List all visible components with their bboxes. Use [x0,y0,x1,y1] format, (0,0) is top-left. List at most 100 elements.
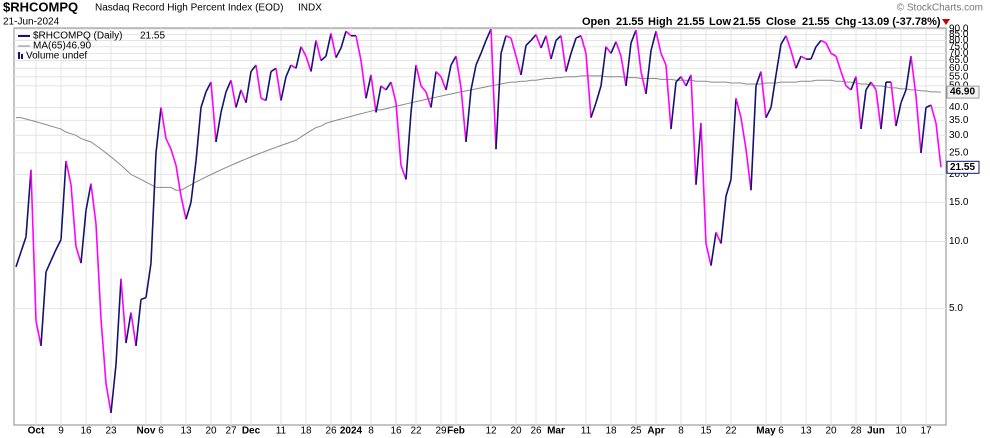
y-tick-label: 40.0 [949,102,969,113]
price-segment [95,223,102,319]
price-segment [120,278,127,344]
price-segment [250,64,257,73]
price-segment [325,33,332,57]
price-segment [810,46,817,60]
price-segment [460,87,467,143]
x-tick-label: 8 [678,426,684,437]
price-segment [815,39,822,48]
price-segment [470,64,477,91]
y-tick-label: 35.0 [949,115,969,126]
x-tick-label: 12 [485,426,497,437]
price-segment [345,30,352,37]
x-tick-label: 20 [825,426,837,437]
price-segment [620,56,627,87]
close: 21.55 [802,16,830,28]
x-tick-label: 13 [800,426,812,437]
y-tick-label: 10.0 [949,236,969,247]
price-segment [880,82,887,130]
price-segment [905,56,912,90]
legend-swatch [18,52,20,59]
price-segment [840,71,847,87]
price-segment [630,29,637,44]
price-segment [155,107,162,154]
x-tick-label: 28 [850,426,862,437]
price-segment [70,184,77,247]
price-segment [360,60,367,99]
y-tick-label: 60.0 [949,63,969,74]
x-tick-label: May [756,426,776,437]
legend-label: MA(65) [33,41,66,52]
end-label-box [946,160,980,174]
copyright: © StockCharts.com [897,3,983,14]
end-label: 21.55 [950,162,975,173]
open-label: Open [582,16,610,28]
price-segment [20,236,27,252]
price-segment [705,243,712,266]
y-tick-label: 5.0 [949,303,963,314]
x-tick-label: Feb [447,426,465,437]
quote: Open 21.55 High 21.55 Low 21.55 Close 21… [582,16,950,28]
price-segment [890,82,897,127]
x-tick-label: Oct [28,426,45,437]
price-segment [575,35,582,39]
price-segment [175,165,182,197]
price-segment [455,56,462,88]
price-segment [775,44,782,76]
price-segment [365,74,372,99]
price-segment [260,97,267,102]
price-segment [340,31,347,49]
legend-value: 46.90 [66,41,91,52]
price-segment [90,183,97,225]
price-segment [165,138,172,150]
price-segment [650,31,657,51]
price-segment [515,55,522,76]
price-segment [540,35,547,49]
price-segment [520,45,527,76]
price-segment [205,81,212,93]
price-segment [760,71,767,118]
x-tick-label: 10 [895,426,907,437]
price-segment [425,91,432,108]
date: 21-Jun-2024 [3,17,60,28]
y-tick-label: 25.0 [949,148,969,159]
x-tick-label: 6 [778,426,784,437]
price-segment [660,53,667,66]
price-segment [900,89,907,104]
price-segment [790,50,797,69]
price-segment [655,31,662,54]
x-tick-label: 16 [390,426,402,437]
price-segment [755,71,762,87]
x-tick-label: Dec [242,426,261,437]
price-segment [385,81,392,91]
x-tick-label: 11 [276,426,287,437]
price-segment [610,41,617,54]
price-segment [570,37,577,54]
price-segment [670,82,677,130]
x-tick-label: 20 [510,426,522,437]
price-segment [910,56,917,97]
plot-frame [13,27,947,426]
price-segment [400,165,407,180]
price-segment [240,89,247,104]
price-segment [795,55,802,69]
price-segment [780,35,787,45]
x-tick-label: 16 [80,426,92,437]
legend-value: 21.55 [140,31,165,42]
price-segment [25,169,32,237]
price-segment [415,64,422,87]
price-segment [160,107,167,139]
y-tick-label: 90.0 [949,24,969,35]
price-segment [480,40,487,54]
y-tick-label: 75.0 [949,41,969,52]
price-segment [685,74,692,87]
y-tick-label: 15.0 [949,197,969,208]
price-segment [675,76,682,83]
legend-swatch [21,54,23,59]
price-segment [410,65,417,113]
price-segment [185,202,192,220]
x-tick-label: 22 [410,426,422,437]
price-segment [915,96,922,154]
price-segment [465,89,472,143]
price-segment [230,80,237,108]
